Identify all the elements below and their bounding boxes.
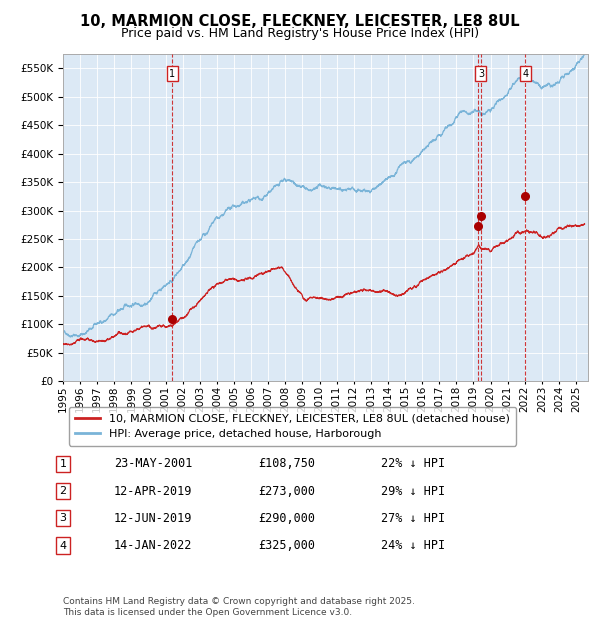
Text: 1: 1 [59, 459, 67, 469]
Text: 14-JAN-2022: 14-JAN-2022 [114, 539, 193, 552]
Text: 29% ↓ HPI: 29% ↓ HPI [381, 485, 445, 497]
Legend: 10, MARMION CLOSE, FLECKNEY, LEICESTER, LE8 8UL (detached house), HPI: Average p: 10, MARMION CLOSE, FLECKNEY, LEICESTER, … [68, 407, 516, 446]
Text: 22% ↓ HPI: 22% ↓ HPI [381, 458, 445, 470]
Text: Price paid vs. HM Land Registry's House Price Index (HPI): Price paid vs. HM Land Registry's House … [121, 27, 479, 40]
Text: 3: 3 [59, 513, 67, 523]
Text: 23-MAY-2001: 23-MAY-2001 [114, 458, 193, 470]
Text: £325,000: £325,000 [258, 539, 315, 552]
Text: 2: 2 [59, 486, 67, 496]
Text: 4: 4 [523, 69, 529, 79]
Text: 24% ↓ HPI: 24% ↓ HPI [381, 539, 445, 552]
Text: 10, MARMION CLOSE, FLECKNEY, LEICESTER, LE8 8UL: 10, MARMION CLOSE, FLECKNEY, LEICESTER, … [80, 14, 520, 29]
Text: 12-JUN-2019: 12-JUN-2019 [114, 512, 193, 525]
Text: £290,000: £290,000 [258, 512, 315, 525]
Text: Contains HM Land Registry data © Crown copyright and database right 2025.
This d: Contains HM Land Registry data © Crown c… [63, 598, 415, 617]
Text: 4: 4 [59, 541, 67, 551]
Text: 1: 1 [169, 69, 175, 79]
Text: 3: 3 [478, 69, 484, 79]
Text: £108,750: £108,750 [258, 458, 315, 470]
Text: 27% ↓ HPI: 27% ↓ HPI [381, 512, 445, 525]
Text: £273,000: £273,000 [258, 485, 315, 497]
Text: 12-APR-2019: 12-APR-2019 [114, 485, 193, 497]
